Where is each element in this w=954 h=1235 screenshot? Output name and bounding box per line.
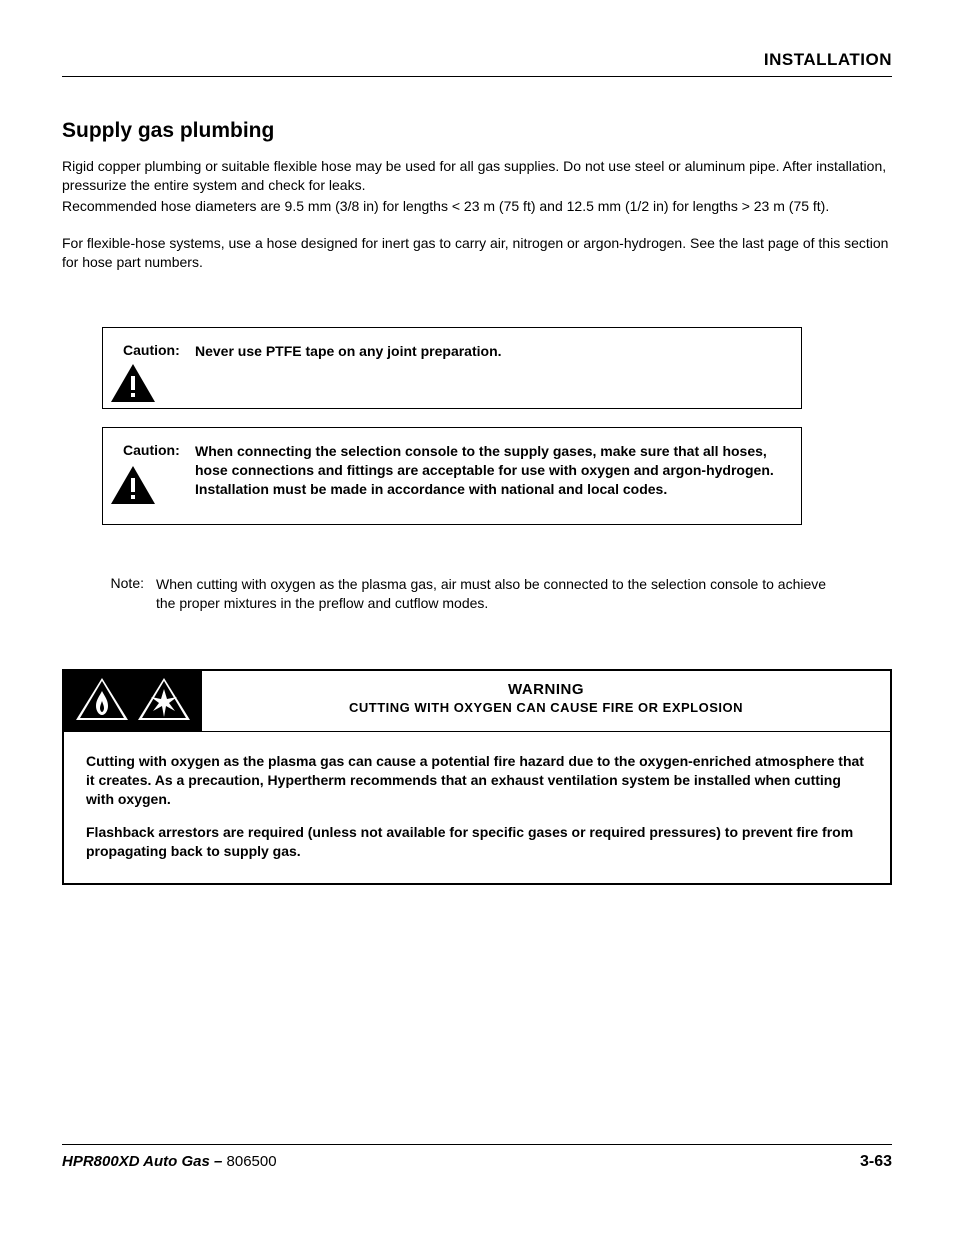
intro-paragraph-2: Recommended hose diameters are 9.5 mm (3… <box>62 197 892 216</box>
page-footer: HPR800XD Auto Gas – 806500 3-63 <box>62 1144 892 1171</box>
note-block: Note: When cutting with oxygen as the pl… <box>106 575 846 613</box>
note-text: When cutting with oxygen as the plasma g… <box>156 575 846 613</box>
footer-page-number: 3-63 <box>860 1153 892 1171</box>
note-label: Note: <box>106 575 156 613</box>
warning-subtitle: CUTTING WITH OXYGEN CAN CAUSE FIRE OR EX… <box>202 700 890 715</box>
intro-paragraph-1: Rigid copper plumbing or suitable flexib… <box>62 157 892 195</box>
intro-paragraph-3: For flexible-hose systems, use a hose de… <box>62 234 892 272</box>
caution-box-2: Caution: When connecting the selection c… <box>102 427 802 525</box>
page-header: INSTALLATION <box>62 50 892 77</box>
caution-label: Caution: <box>123 442 195 458</box>
header-section-title: INSTALLATION <box>62 50 892 70</box>
footer-product-name: HPR800XD Auto Gas <box>62 1153 210 1170</box>
section-title: Supply gas plumbing <box>62 119 892 143</box>
caution-text: Never use PTFE tape on any joint prepara… <box>195 342 781 361</box>
warning-title: WARNING <box>202 681 890 698</box>
warning-triangle-icon <box>109 362 157 409</box>
fire-warning-icon <box>73 675 131 728</box>
warning-box: WARNING CUTTING WITH OXYGEN CAN CAUSE FI… <box>62 669 892 884</box>
caution-box-1: Caution: Never use PTFE tape on any join… <box>102 327 802 409</box>
caution-label: Caution: <box>123 342 195 358</box>
warning-triangle-icon <box>109 464 157 511</box>
warning-body: Cutting with oxygen as the plasma gas ca… <box>64 732 890 882</box>
caution-text: When connecting the selection console to… <box>195 442 781 499</box>
footer-left: HPR800XD Auto Gas – 806500 <box>62 1153 277 1170</box>
footer-separator: – <box>210 1153 227 1170</box>
explosion-warning-icon <box>135 675 193 728</box>
warning-title-area: WARNING CUTTING WITH OXYGEN CAN CAUSE FI… <box>202 671 890 731</box>
footer-doc-number: 806500 <box>227 1153 277 1170</box>
warning-icon-panel <box>64 671 202 731</box>
warning-paragraph-2: Flashback arrestors are required (unless… <box>86 823 868 861</box>
warning-paragraph-1: Cutting with oxygen as the plasma gas ca… <box>86 752 868 809</box>
